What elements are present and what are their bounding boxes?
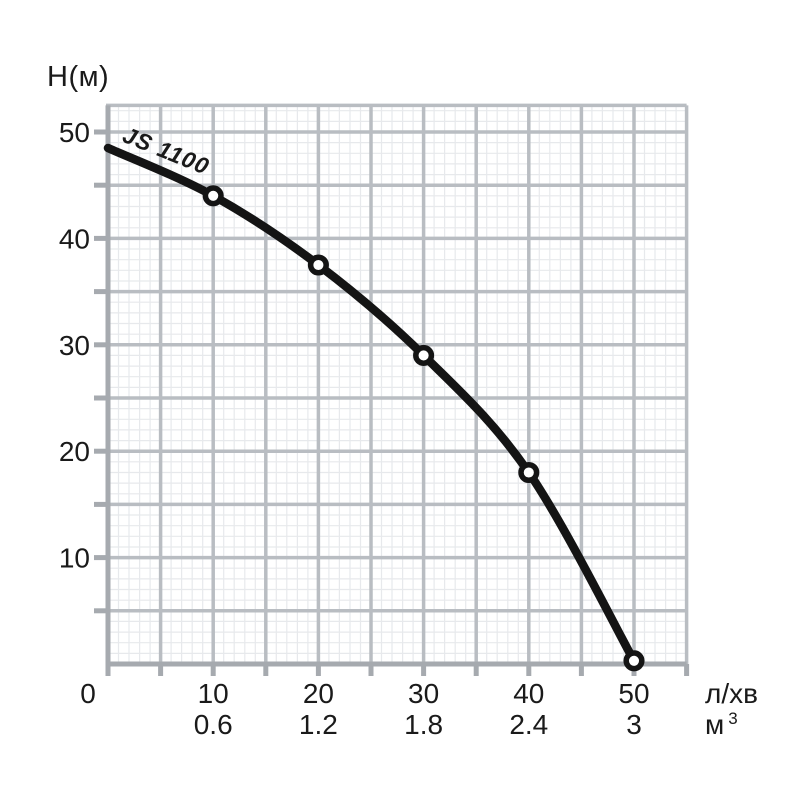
- x-tick-label-secondary: 0.6: [194, 709, 233, 740]
- x-unit-primary: л/хв: [705, 678, 758, 709]
- x-tick-label: 10: [198, 678, 229, 709]
- curve-marker: [623, 650, 645, 672]
- y-tick-label: 40: [59, 223, 90, 254]
- y-tick-label: 30: [59, 330, 90, 361]
- origin-label: 0: [80, 678, 96, 709]
- curve-marker: [307, 254, 329, 276]
- y-axis-title: Н(м): [47, 61, 110, 93]
- x-tick-label: 50: [618, 678, 649, 709]
- y-tick-label: 50: [59, 117, 90, 148]
- y-tick-label: 10: [59, 543, 90, 574]
- x-tick-label: 40: [513, 678, 544, 709]
- x-tick-label-secondary: 3: [626, 709, 642, 740]
- x-tick-label: 20: [303, 678, 334, 709]
- x-tick-label-secondary: 1.8: [404, 709, 443, 740]
- curve-marker: [202, 185, 224, 207]
- x-tick-label: 30: [408, 678, 439, 709]
- x-tick-label-secondary: 1.2: [299, 709, 338, 740]
- y-tick-label: 20: [59, 436, 90, 467]
- curve-marker: [518, 461, 540, 484]
- x-tick-label-secondary: 2.4: [509, 709, 548, 740]
- curve-marker: [413, 344, 435, 366]
